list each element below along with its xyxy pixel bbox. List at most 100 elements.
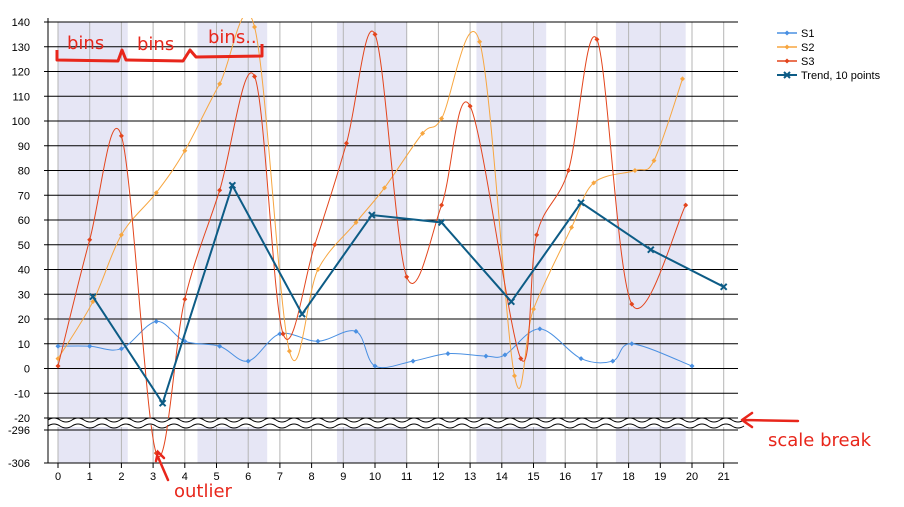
bin-band-lower-1 [58, 426, 128, 463]
y-tick-label: 0 [24, 364, 30, 376]
x-tick-label: 11 [401, 471, 412, 483]
bin-band-lower-5 [615, 426, 686, 463]
legend-marker [784, 44, 790, 50]
data-point [280, 331, 286, 337]
x-tick-label: 9 [340, 471, 346, 483]
data-point [404, 274, 410, 280]
data-point [55, 343, 61, 349]
data-point [372, 31, 378, 37]
data-point [277, 331, 283, 337]
y-tick-label: 120 [12, 67, 30, 79]
x-tick-label: 12 [432, 471, 444, 483]
data-point [315, 267, 321, 272]
x-tick-label: 3 [150, 471, 156, 483]
y-tick-label: 70 [18, 190, 30, 202]
data-point [610, 358, 616, 364]
y-tick-label: 110 [12, 91, 30, 103]
y-tick-label: 20 [18, 314, 30, 326]
data-point [87, 237, 93, 243]
data-point [420, 130, 426, 136]
bins-label-2: bins [137, 34, 174, 55]
x-tick-label: 0 [55, 471, 61, 483]
x-tick-label: 7 [277, 471, 283, 483]
data-point [483, 353, 489, 359]
bin-band-lower-4 [476, 426, 547, 463]
y-tick-label: -296 [8, 425, 30, 437]
data-point [315, 338, 321, 344]
data-point [228, 181, 237, 190]
data-point [182, 148, 188, 154]
data-point [651, 158, 657, 164]
data-point [217, 187, 223, 193]
data-point [312, 242, 318, 248]
outlier-arrow [154, 449, 170, 482]
annotations: bins bins bins.. outlier scale break [55, 27, 872, 502]
data-point [368, 211, 376, 219]
x-tick-label: 16 [559, 471, 571, 483]
outlier-label: outlier [174, 481, 233, 502]
data-point [89, 293, 97, 301]
x-tick-label: 6 [245, 471, 251, 483]
scale-break-arrow [740, 411, 800, 429]
data-point [632, 168, 638, 173]
data-point [182, 296, 188, 302]
data-point [245, 358, 251, 364]
y-tick-label: 130 [12, 42, 30, 54]
data-point [591, 180, 597, 186]
scale-break-line-bottom [47, 423, 745, 429]
data-point [153, 190, 159, 196]
y-tick-label: -10 [14, 388, 30, 400]
x-tick-label: 1 [87, 471, 93, 483]
data-point [118, 133, 124, 139]
data-point [569, 224, 575, 230]
legend-label-trend-10-points: Trend, 10 points [801, 70, 881, 82]
x-tick-label: 19 [654, 471, 666, 483]
series-lines [55, 18, 728, 457]
x-tick-label: 17 [591, 471, 603, 483]
y-tick-label: 90 [18, 141, 30, 153]
data-point [594, 36, 600, 42]
data-point [118, 232, 124, 238]
data-point [502, 352, 508, 358]
data-point [683, 202, 689, 208]
data-point [689, 363, 695, 369]
data-point [439, 116, 445, 122]
data-point [118, 346, 124, 352]
data-point [679, 76, 685, 82]
data-point [439, 202, 445, 208]
data-point [353, 328, 359, 334]
y-tick-label: 40 [18, 265, 30, 277]
bins-bracket [55, 44, 264, 63]
data-point [153, 318, 159, 324]
data-point [511, 373, 517, 379]
x-tick-label: 20 [686, 471, 698, 483]
legend: S1 S2 S3 Trend, 10 points [777, 28, 881, 82]
legend-marker [783, 71, 791, 79]
data-point [445, 351, 451, 357]
y-tick-label: 80 [18, 166, 30, 178]
x-tick-label: 8 [309, 471, 315, 483]
data-point [531, 306, 536, 312]
data-point [507, 297, 516, 306]
data-point [252, 73, 258, 79]
data-point [537, 326, 543, 332]
x-tick-label: 18 [622, 471, 634, 483]
bins-label-1: bins [67, 33, 104, 54]
data-point [372, 363, 378, 369]
data-point [647, 245, 655, 254]
gridlines [48, 21, 738, 464]
data-point [252, 24, 258, 30]
bins-label-3: bins.. [208, 27, 257, 48]
bin-bands [58, 22, 686, 463]
data-point [410, 358, 416, 364]
data-point [477, 39, 483, 45]
legend-label-s1: S1 [801, 28, 814, 40]
legend-label-s2: S2 [801, 42, 814, 54]
y-tick-label: 10 [18, 339, 30, 351]
legend-marker [784, 58, 790, 64]
y-tick-label: 30 [18, 289, 30, 301]
data-point [382, 185, 388, 191]
x-tick-label: 5 [213, 471, 219, 483]
data-point [629, 301, 635, 307]
